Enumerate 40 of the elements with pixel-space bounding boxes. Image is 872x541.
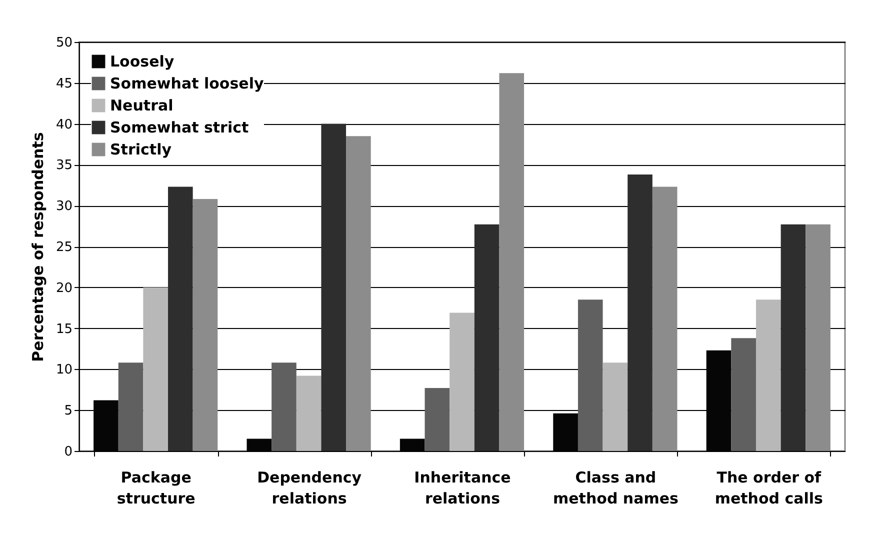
legend-label: Loosely	[110, 52, 174, 70]
bar	[168, 186, 193, 451]
y-tick-label: 35	[56, 158, 72, 174]
legend-label: Somewhat loosely	[110, 74, 264, 92]
x-tick-label: Class and method names	[552, 468, 678, 508]
y-tick-label: 20	[56, 280, 72, 296]
x-tick-label: The order of method calls	[714, 468, 824, 508]
bar	[450, 312, 474, 451]
y-tick-label: 5	[64, 404, 72, 419]
y-tick-label: 10	[56, 362, 72, 378]
bar	[602, 362, 628, 451]
bar	[143, 287, 168, 451]
y-tick-label: 40	[56, 117, 72, 132]
bar	[272, 362, 296, 451]
y-tick-label: 30	[56, 199, 72, 214]
x-tick-label: Inheritance relations	[414, 468, 511, 508]
bar	[628, 174, 652, 451]
bar	[553, 413, 578, 451]
bar	[780, 224, 806, 451]
y-tick-label: 45	[56, 76, 72, 92]
y-tick-label: 50	[56, 36, 72, 50]
bar	[474, 224, 500, 451]
bar	[756, 300, 781, 451]
bar	[578, 300, 603, 451]
x-tick-label: Dependency relations	[257, 468, 362, 508]
y-tick-label: 0	[64, 444, 72, 460]
legend-label: Somewhat strict	[110, 118, 249, 136]
y-tick-label: 15	[56, 322, 72, 337]
bar	[731, 338, 756, 451]
bar	[118, 362, 144, 451]
y-axis-title: Percentage of respondents	[28, 132, 47, 362]
bar	[296, 376, 322, 451]
bar	[321, 124, 346, 451]
bar	[424, 388, 450, 451]
legend-label: Strictly	[110, 140, 172, 158]
legend-label: Neutral	[110, 96, 174, 114]
bar	[246, 438, 272, 451]
x-tick-label: Package structure	[116, 468, 196, 508]
y-tick-label: 25	[56, 240, 72, 255]
bar	[400, 438, 425, 451]
